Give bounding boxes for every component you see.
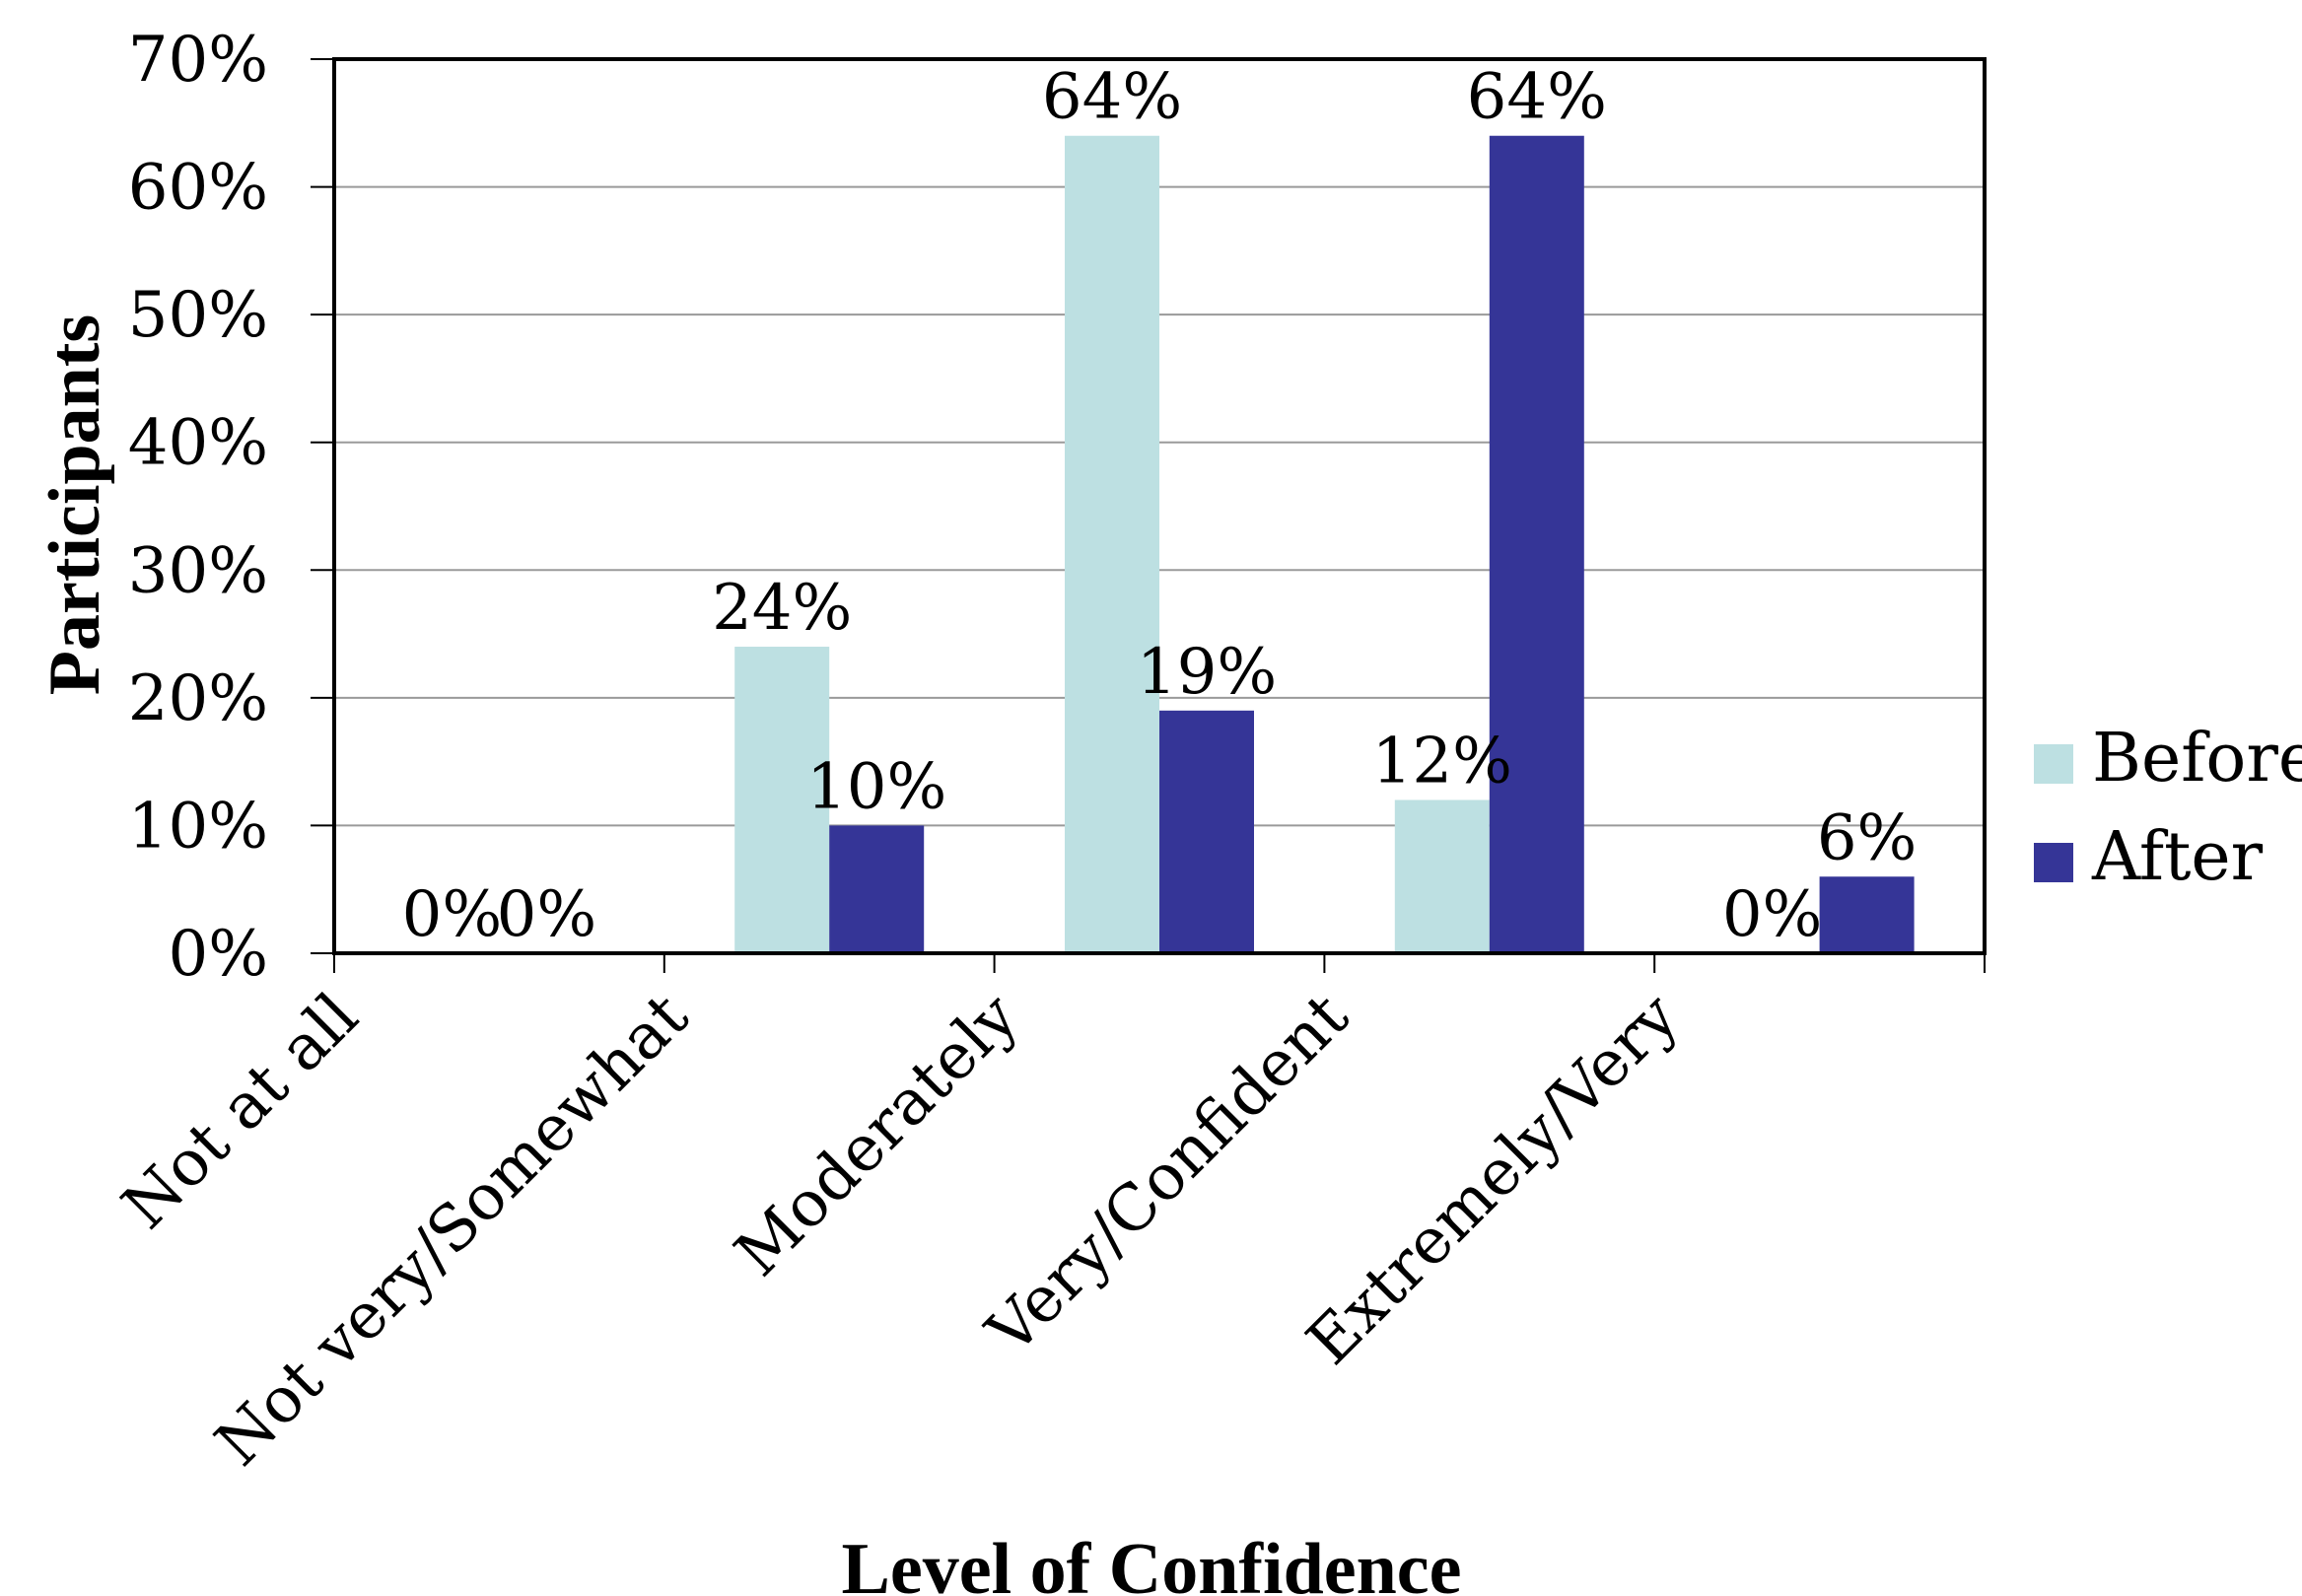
data-label-before-3: 12%	[1372, 726, 1512, 798]
bar-before-1	[734, 647, 830, 953]
legend: Before After	[2034, 720, 2302, 896]
data-label-after-2: 19%	[1137, 636, 1277, 709]
legend-swatch-before	[2034, 744, 2073, 784]
x-axis-title: Level of Confidence	[842, 1529, 1462, 1596]
bar-after-2	[1159, 710, 1254, 953]
data-label-after-1: 10%	[806, 750, 946, 823]
y-tick-label: 40%	[128, 407, 268, 480]
bars	[734, 135, 1915, 953]
y-tick-label: 0%	[168, 918, 268, 991]
data-label-before-1: 24%	[712, 572, 852, 645]
bar-after-3	[1489, 135, 1584, 953]
x-tick-label: Not at all	[108, 980, 372, 1243]
x-tick-label: Moderately	[722, 980, 1032, 1290]
y-axis-title: Participants	[35, 314, 115, 695]
data-label-before-0: 0%	[402, 878, 503, 951]
legend-label-before: Before	[2092, 720, 2302, 798]
bar-before-2	[1065, 135, 1159, 953]
x-tick-label: Very/Confident	[973, 980, 1362, 1369]
y-tick-label: 30%	[128, 534, 268, 607]
y-tick-label: 70%	[128, 24, 268, 97]
y-axis-ticks: 0% 10% 20% 30% 40% 50% 60% 70%	[128, 24, 334, 991]
data-labels: 0%0%24%10%64%19%12%64%0%6%	[402, 61, 1918, 951]
plot-area-frame	[332, 57, 1987, 955]
y-tick-label: 10%	[128, 790, 268, 863]
legend-label-after: After	[2091, 818, 2264, 896]
bar-before-3	[1394, 799, 1490, 953]
data-label-before-2: 64%	[1042, 61, 1182, 134]
legend-swatch-after	[2034, 843, 2073, 882]
bar-after-1	[829, 825, 925, 953]
y-tick-label: 50%	[128, 279, 268, 352]
data-label-after-0: 0%	[497, 878, 597, 951]
data-label-after-3: 64%	[1467, 61, 1607, 134]
y-tick-label: 60%	[128, 152, 268, 225]
bar-after-4	[1819, 876, 1915, 953]
y-tick-label: 20%	[128, 662, 268, 735]
data-label-after-4: 6%	[1817, 801, 1918, 874]
data-label-before-4: 0%	[1722, 878, 1823, 951]
